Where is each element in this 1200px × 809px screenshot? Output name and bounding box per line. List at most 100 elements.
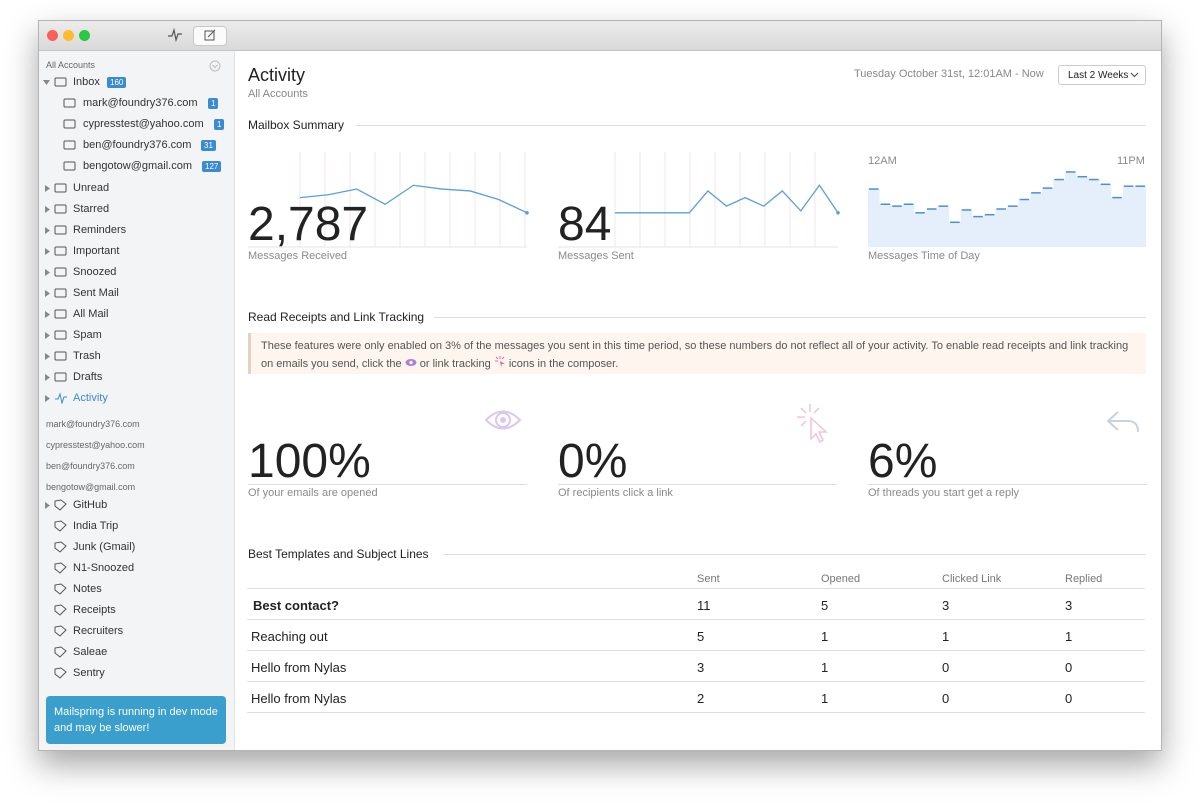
period-dropdown[interactable]: Last 2 Weeks bbox=[1058, 65, 1146, 85]
sidebar-item[interactable]: Sent Mail bbox=[73, 287, 119, 299]
template-stat: 2 bbox=[697, 691, 705, 706]
account-header[interactable]: mark@foundry376.com bbox=[46, 419, 140, 429]
sidebar-item[interactable]: Notes bbox=[73, 583, 102, 595]
unread-badge: 160 bbox=[107, 77, 127, 88]
arrow-shape bbox=[45, 185, 50, 192]
folder-icon bbox=[54, 77, 67, 87]
sidebar-item[interactable]: ben@foundry376.com bbox=[83, 139, 192, 151]
sidebar-item[interactable]: Activity bbox=[73, 392, 108, 404]
sidebar-item[interactable]: Inbox bbox=[73, 76, 100, 88]
sidebar-item[interactable]: Receipts bbox=[73, 604, 116, 616]
tag-icon bbox=[54, 604, 67, 616]
notice-text: or link tracking bbox=[419, 358, 491, 370]
template-stat: 0 bbox=[1065, 691, 1073, 706]
tag-icon bbox=[54, 583, 67, 595]
template-stat: 3 bbox=[942, 598, 950, 613]
template-name: Hello from Nylas bbox=[251, 660, 347, 675]
disclosure-arrow[interactable] bbox=[44, 332, 51, 339]
disclosure-arrow[interactable] bbox=[44, 227, 51, 234]
disclosure-arrow[interactable] bbox=[44, 374, 51, 381]
arrow-shape bbox=[45, 395, 50, 402]
sidebar-item[interactable]: Spam bbox=[73, 329, 102, 341]
eye-icon bbox=[405, 359, 417, 366]
tag-icon bbox=[54, 625, 67, 637]
sidebar-item[interactable]: GitHub bbox=[73, 499, 108, 511]
trend-end bbox=[525, 211, 529, 215]
disclosure-arrow[interactable] bbox=[44, 353, 51, 360]
disclosure-arrow[interactable] bbox=[44, 248, 51, 255]
zoom-button[interactable] bbox=[79, 30, 90, 41]
cursor-illustration bbox=[797, 404, 828, 443]
sidebar-item[interactable]: bengotow@gmail.com bbox=[83, 160, 192, 172]
trend-line bbox=[299, 184, 528, 214]
tag-shape bbox=[54, 604, 67, 616]
template-stat: 5 bbox=[821, 598, 829, 613]
folder-shape bbox=[54, 246, 67, 256]
sidebar-item[interactable]: Reminders bbox=[73, 224, 127, 236]
activity-toolbar-icon[interactable] bbox=[167, 28, 183, 42]
template-stat: 1 bbox=[821, 660, 829, 675]
folder-shape bbox=[54, 351, 67, 361]
sidebar-item[interactable]: Important bbox=[73, 245, 120, 257]
column-header: Replied bbox=[1065, 573, 1103, 585]
notice-text: These features were only enabled on 3% o… bbox=[261, 338, 1136, 373]
disclosure-arrow[interactable] bbox=[44, 185, 51, 192]
tag-shape bbox=[54, 667, 67, 679]
row-rule bbox=[247, 650, 1145, 651]
tag-icon bbox=[54, 562, 67, 574]
sidebar-item[interactable]: Unread bbox=[73, 182, 110, 194]
sidebar-item[interactable]: Trash bbox=[73, 350, 101, 362]
disclosure-arrow[interactable] bbox=[44, 206, 51, 213]
disclosure-arrow[interactable] bbox=[44, 290, 51, 297]
sidebar-item[interactable]: Starred bbox=[73, 203, 110, 215]
period-label: Last 2 Weeks bbox=[1068, 70, 1129, 81]
reply-illustration bbox=[1106, 411, 1139, 433]
template-stat: 0 bbox=[1065, 660, 1073, 675]
sidebar-item[interactable]: N1-Snoozed bbox=[73, 562, 135, 574]
folder-shape bbox=[54, 267, 67, 277]
tag-icon bbox=[54, 520, 67, 532]
folder-icon bbox=[54, 183, 67, 193]
account-header[interactable]: ben@foundry376.com bbox=[46, 461, 135, 471]
collapse-icon[interactable] bbox=[209, 60, 221, 72]
sidebar-item[interactable]: Snoozed bbox=[73, 266, 117, 278]
sidebar-item[interactable]: India Trip bbox=[73, 520, 119, 532]
folder-icon bbox=[63, 140, 76, 150]
sidebar-item[interactable]: Drafts bbox=[73, 371, 103, 383]
disclosure-arrow[interactable] bbox=[44, 311, 51, 318]
sidebar-item[interactable]: mark@foundry376.com bbox=[83, 97, 198, 109]
template-stat: 1 bbox=[1065, 629, 1073, 644]
column-header: Sent bbox=[697, 573, 720, 585]
sidebar-item[interactable]: cypresstest@yahoo.com bbox=[83, 118, 204, 130]
account-header[interactable]: cypresstest@yahoo.com bbox=[46, 440, 145, 450]
sidebar-item[interactable]: Sentry bbox=[73, 667, 105, 679]
time-label: Messages Time of Day bbox=[868, 250, 980, 262]
time-end: 11PM bbox=[1117, 155, 1145, 167]
close-button[interactable] bbox=[47, 30, 58, 41]
link-icon bbox=[494, 356, 505, 367]
folder-shape bbox=[54, 225, 67, 235]
folder-shape bbox=[63, 98, 76, 108]
disclosure-arrow[interactable] bbox=[44, 395, 51, 402]
tag-shape bbox=[54, 499, 67, 511]
account-header[interactable]: bengotow@gmail.com bbox=[46, 482, 136, 492]
template-stat: 3 bbox=[697, 660, 705, 675]
notice-text: icons in the composer. bbox=[508, 358, 619, 370]
sidebar-item[interactable]: Junk (Gmail) bbox=[73, 541, 136, 553]
page-title: Activity bbox=[248, 65, 306, 85]
minimize-button[interactable] bbox=[63, 30, 74, 41]
time-start: 12AM bbox=[868, 155, 897, 167]
disclosure-arrow[interactable] bbox=[44, 269, 51, 276]
received-count: 2,787 bbox=[248, 198, 369, 251]
all-accounts-header: All Accounts bbox=[46, 60, 96, 70]
disclosure-arrow[interactable] bbox=[44, 502, 51, 509]
folder-icon bbox=[54, 351, 67, 361]
sidebar-item[interactable]: Recruiters bbox=[73, 625, 124, 637]
sidebar-item[interactable]: Saleae bbox=[73, 646, 108, 658]
tag-shape bbox=[54, 520, 67, 532]
compose-button[interactable] bbox=[193, 26, 227, 46]
tag-shape bbox=[54, 625, 67, 637]
tag-icon bbox=[54, 646, 67, 658]
disclosure-arrow[interactable] bbox=[43, 79, 51, 86]
sidebar-item[interactable]: All Mail bbox=[73, 308, 109, 320]
